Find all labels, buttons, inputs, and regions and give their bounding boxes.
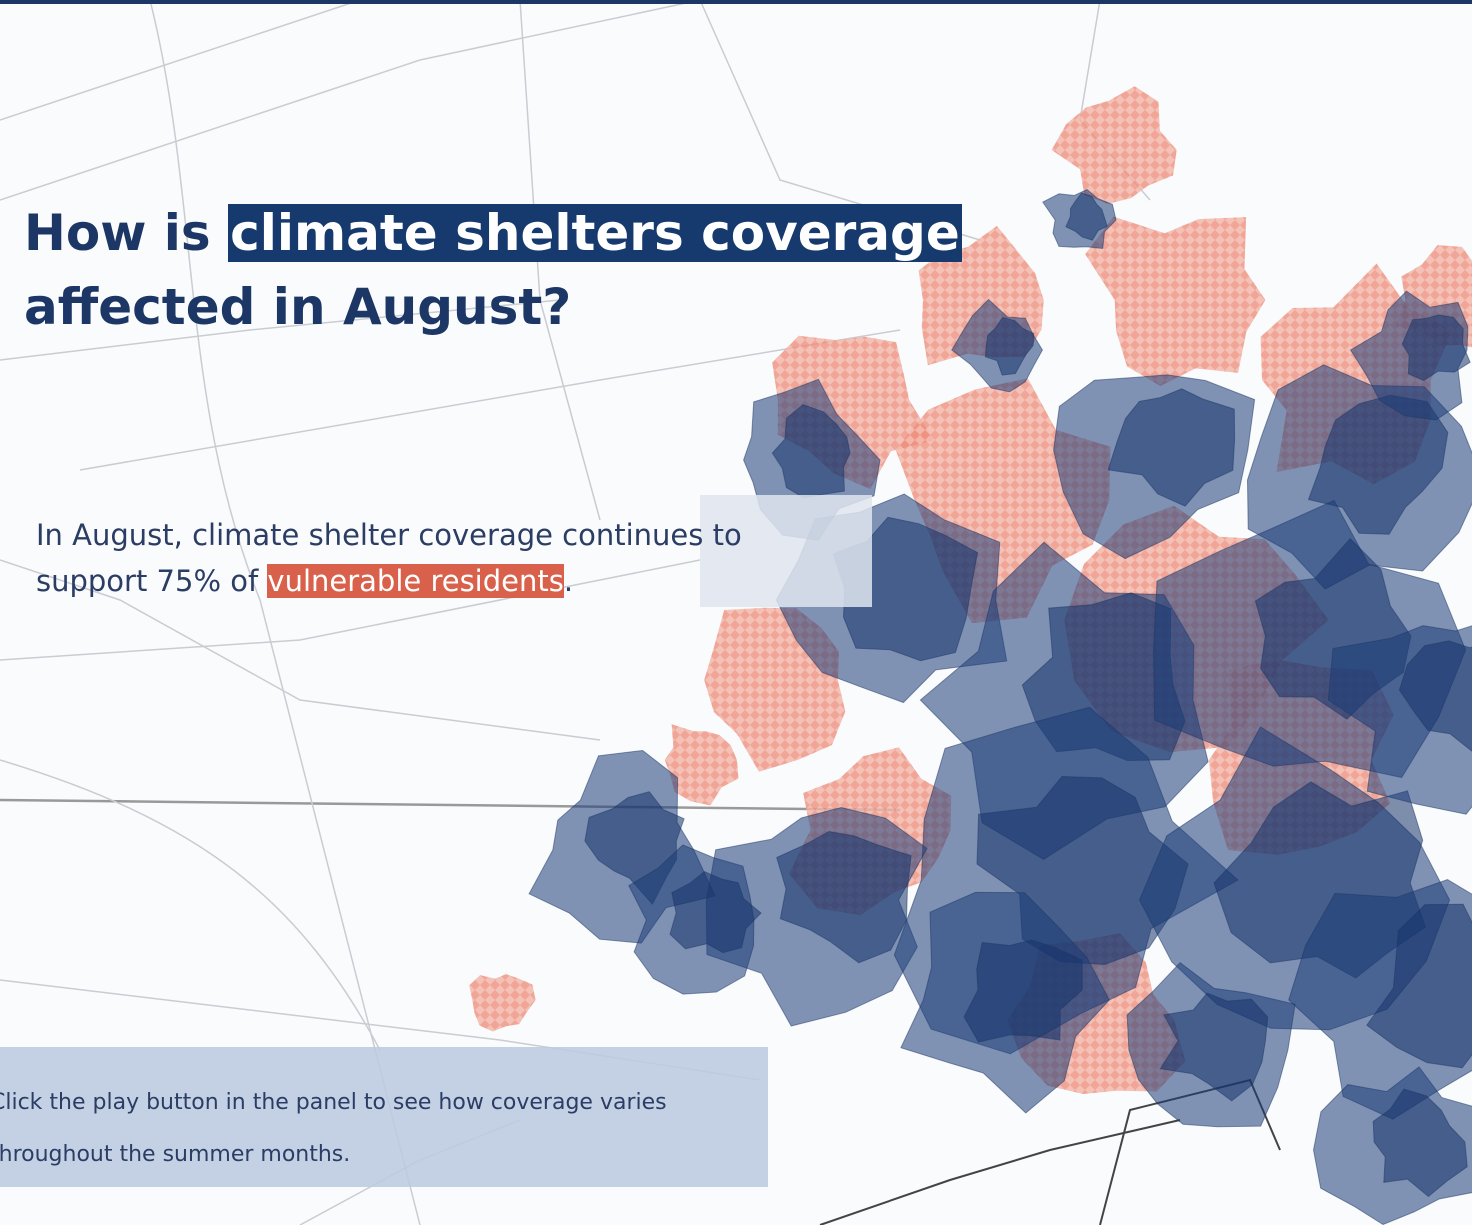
shelter-coverage	[1159, 992, 1269, 1102]
risk-area	[469, 974, 536, 1032]
shelter-coverage	[1065, 192, 1108, 241]
shelter-coverage	[771, 404, 851, 499]
shelter-coverage	[963, 939, 1083, 1043]
title: How is climate shelters coverage affecte…	[24, 196, 984, 344]
title-text: How is	[24, 204, 229, 262]
intro-text-part: In August, climate shelter coverage cont…	[36, 518, 742, 598]
shelter-coverage	[1372, 1088, 1468, 1198]
title-highlight: climate shelters coverage	[228, 204, 962, 262]
risk-area	[1085, 216, 1266, 386]
info-panel: Click the play button in the panel to se…	[0, 1047, 768, 1187]
shelter-coverage	[984, 316, 1035, 376]
risk-area	[1051, 86, 1177, 204]
risk-area	[664, 724, 739, 806]
panel-text: Click the play button in the panel to se…	[0, 1090, 667, 1167]
intro-text: In August, climate shelter coverage cont…	[36, 512, 836, 604]
shelter-coverage	[1398, 640, 1472, 752]
top-bar	[0, 0, 1472, 4]
title-text: affected in August?	[24, 278, 572, 336]
shelter-coverage	[1366, 903, 1472, 1069]
intro-highlight: vulnerable residents	[267, 564, 564, 598]
shelter-coverage	[1401, 314, 1471, 382]
tooltip-box	[700, 495, 872, 607]
shelter-coverage	[669, 871, 762, 954]
shelter-coverage	[1107, 388, 1236, 507]
intro-text-part: .	[563, 564, 574, 598]
coverage-layer	[469, 86, 1472, 1225]
shelter-coverage	[776, 830, 912, 964]
